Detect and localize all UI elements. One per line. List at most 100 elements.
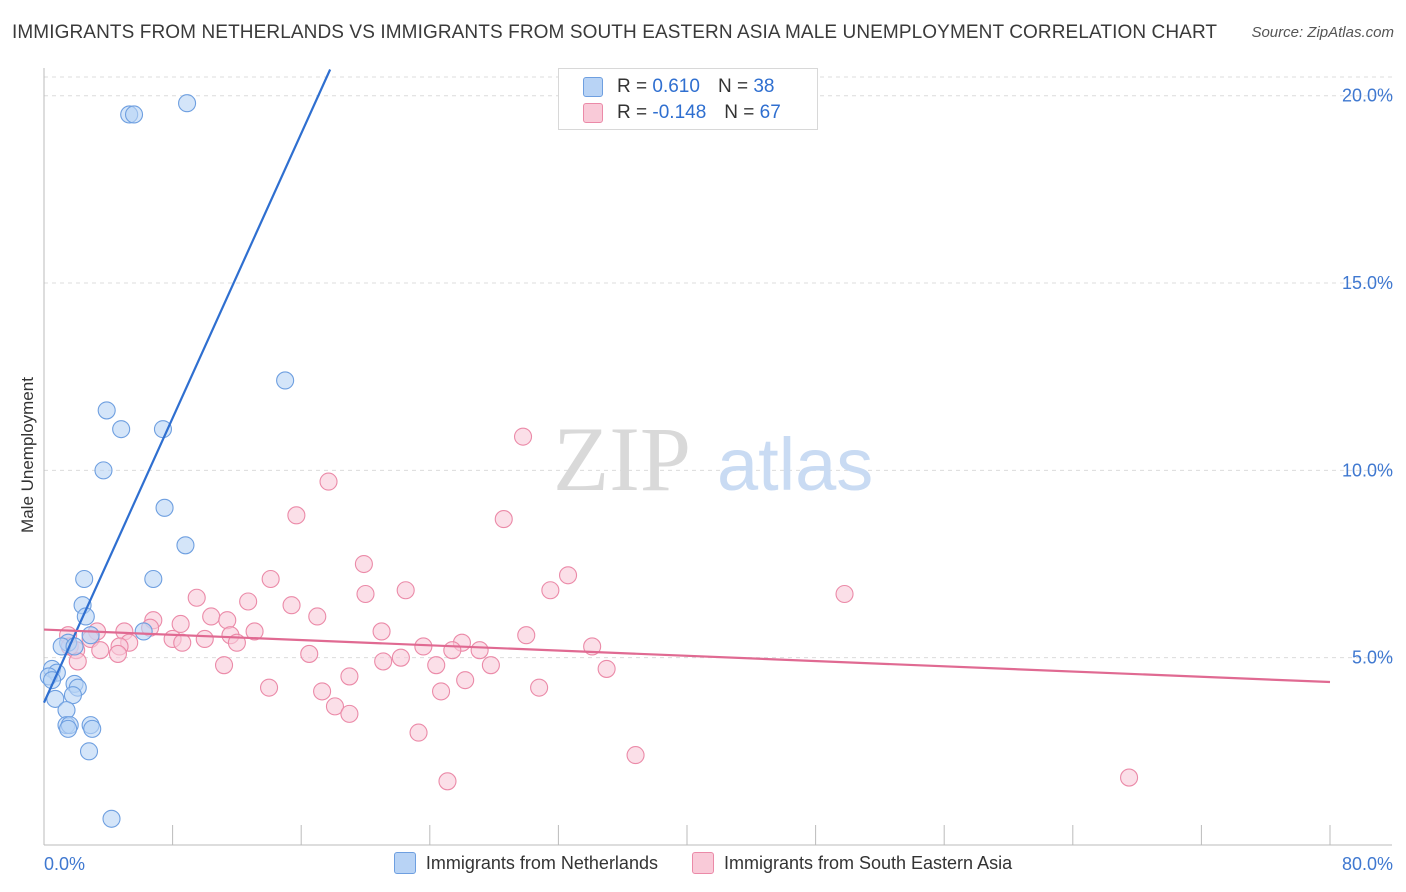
r-label: R = (617, 102, 648, 123)
data-point (195, 629, 214, 649)
data-point (178, 94, 197, 113)
data-point (409, 723, 428, 742)
trend-line (43, 628, 1331, 684)
data-point (391, 648, 410, 667)
n-label: N = (717, 76, 749, 97)
data-point (443, 641, 462, 660)
data-point (1120, 768, 1139, 787)
legend-label: Immigrants from South Eastern Asia (723, 852, 1013, 873)
data-point (81, 626, 100, 645)
data-point (144, 569, 163, 589)
data-point (176, 536, 195, 555)
data-point (626, 746, 645, 765)
data-point (319, 472, 338, 491)
watermark-atlas: atlas (717, 423, 873, 506)
data-point (427, 656, 446, 675)
data-point (94, 461, 113, 480)
data-point (68, 652, 87, 671)
data-point (173, 633, 192, 652)
legend-swatch-blue (583, 77, 603, 97)
y-tick-label: 10.0% (1342, 460, 1393, 480)
data-point (340, 704, 359, 723)
x-tick-label: 0.0% (44, 854, 85, 874)
data-point (282, 596, 301, 615)
data-point (239, 592, 258, 611)
legend-item-netherlands[interactable]: Immigrants from Netherlands (393, 852, 658, 874)
data-point (470, 641, 489, 660)
r-value: 0.610 (652, 76, 700, 97)
correlation-legend: R = 0.610 N = 38 R = -0.148 N = 67 (558, 68, 818, 130)
r-label: R = (617, 76, 648, 97)
trend-lines (42, 69, 1331, 704)
n-value: 67 (759, 102, 781, 123)
n-value: 38 (753, 76, 775, 97)
data-point (494, 510, 513, 529)
legend-item-south-eastern-asia[interactable]: Immigrants from South Eastern Asia (691, 852, 1013, 874)
data-point (79, 742, 99, 761)
gridlines (44, 76, 1392, 659)
axes (43, 68, 1392, 846)
data-point (396, 581, 415, 600)
data-point (354, 554, 373, 574)
data-point (481, 656, 500, 675)
data-point (432, 682, 451, 701)
source-credit: Source: ZipAtlas.com (1251, 24, 1394, 41)
series-netherlands-points (39, 94, 295, 828)
series-legend: Immigrants from Netherlands Immigrants f… (0, 852, 1406, 874)
data-point (134, 622, 153, 641)
data-point (112, 420, 131, 439)
data-point (102, 809, 121, 828)
data-point (356, 584, 375, 604)
data-point (91, 641, 110, 660)
data-point (456, 671, 475, 690)
data-point (59, 719, 78, 738)
watermark-zip: ZIP (553, 408, 691, 510)
data-point (83, 719, 102, 738)
data-point (218, 611, 237, 630)
data-point (513, 427, 533, 446)
data-point (300, 644, 319, 663)
y-tick-label: 5.0% (1352, 648, 1393, 668)
legend-swatch-blue (393, 852, 416, 874)
tick-labels: 5.0% 10.0% 15.0% 20.0% 0.0% 80.0% (44, 86, 1393, 874)
data-point (108, 644, 127, 663)
data-point (438, 772, 457, 791)
data-point (155, 498, 174, 517)
data-point (276, 371, 295, 390)
data-point (340, 667, 359, 686)
data-point (63, 686, 82, 705)
data-point (414, 637, 433, 656)
data-point (124, 105, 144, 124)
trend-line (42, 69, 332, 704)
legend-row-south-eastern-asia: R = -0.148 N = 67 (583, 102, 781, 124)
data-point (541, 581, 560, 600)
data-point (372, 622, 391, 641)
data-point (308, 607, 327, 626)
data-point (374, 652, 393, 671)
y-tick-label: 15.0% (1342, 273, 1393, 293)
r-value: -0.148 (652, 102, 707, 123)
legend-swatch-pink (583, 103, 603, 123)
chart-title: IMMIGRANTS FROM NETHERLANDS VS IMMIGRANT… (12, 22, 1218, 43)
data-point (187, 588, 206, 607)
data-point (171, 614, 190, 634)
data-point (835, 584, 854, 604)
data-point (597, 659, 616, 678)
data-point (153, 420, 173, 439)
data-point (202, 607, 221, 626)
data-point (287, 506, 306, 525)
data-point (245, 622, 264, 641)
data-point (530, 678, 549, 697)
x-tick-label: 80.0% (1342, 854, 1393, 874)
data-point (313, 682, 332, 701)
data-point (214, 656, 234, 675)
data-point (97, 401, 116, 420)
legend-swatch-pink (691, 852, 714, 874)
legend-row-netherlands: R = 0.610 N = 38 (583, 76, 774, 98)
data-point (259, 678, 279, 697)
data-point (558, 566, 578, 585)
data-point (325, 697, 345, 716)
data-point (75, 569, 94, 589)
data-point (517, 626, 536, 645)
